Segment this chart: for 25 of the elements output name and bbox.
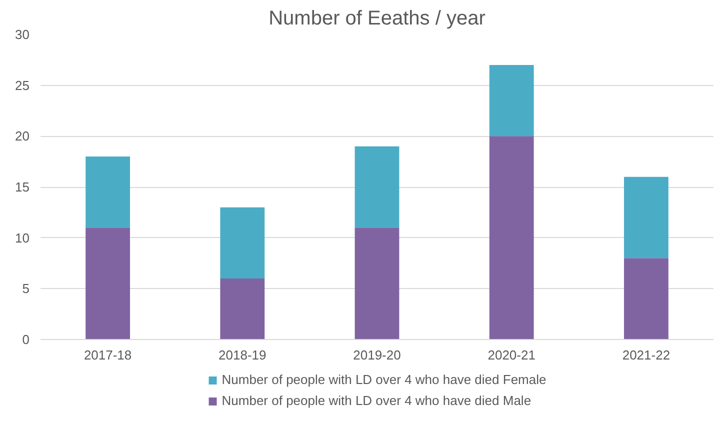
bar xyxy=(220,207,265,278)
x-tick-label: 2019-20 xyxy=(353,348,401,362)
chart-title: Number of Eeaths / year xyxy=(268,8,486,30)
bar xyxy=(354,146,400,228)
y-tick-label: 10 xyxy=(15,230,30,246)
bar xyxy=(624,258,668,340)
bar xyxy=(86,156,130,228)
bar xyxy=(86,228,130,340)
bar xyxy=(489,136,534,340)
y-tick-label: 15 xyxy=(15,180,30,194)
bar xyxy=(220,278,265,340)
x-tick-label: 2020-21 xyxy=(488,348,536,362)
x-tick-label: 2017-18 xyxy=(84,348,132,362)
y-tick-label: 30 xyxy=(15,27,30,42)
legend-label: Number of people with LD over 4 who have died Male xyxy=(222,393,532,408)
legend-label: Number of people with LD over 4 who have died Female xyxy=(222,372,546,387)
bar xyxy=(354,228,400,340)
y-tick-label: 5 xyxy=(22,281,30,296)
bar xyxy=(624,176,668,258)
x-tick-label: 2021-22 xyxy=(622,348,670,362)
y-tick-label: 20 xyxy=(15,128,30,144)
y-tick-label: 0 xyxy=(22,332,30,347)
x-tick-label: 2018-19 xyxy=(218,348,266,362)
y-tick-label: 25 xyxy=(15,78,30,93)
bar xyxy=(489,65,534,136)
